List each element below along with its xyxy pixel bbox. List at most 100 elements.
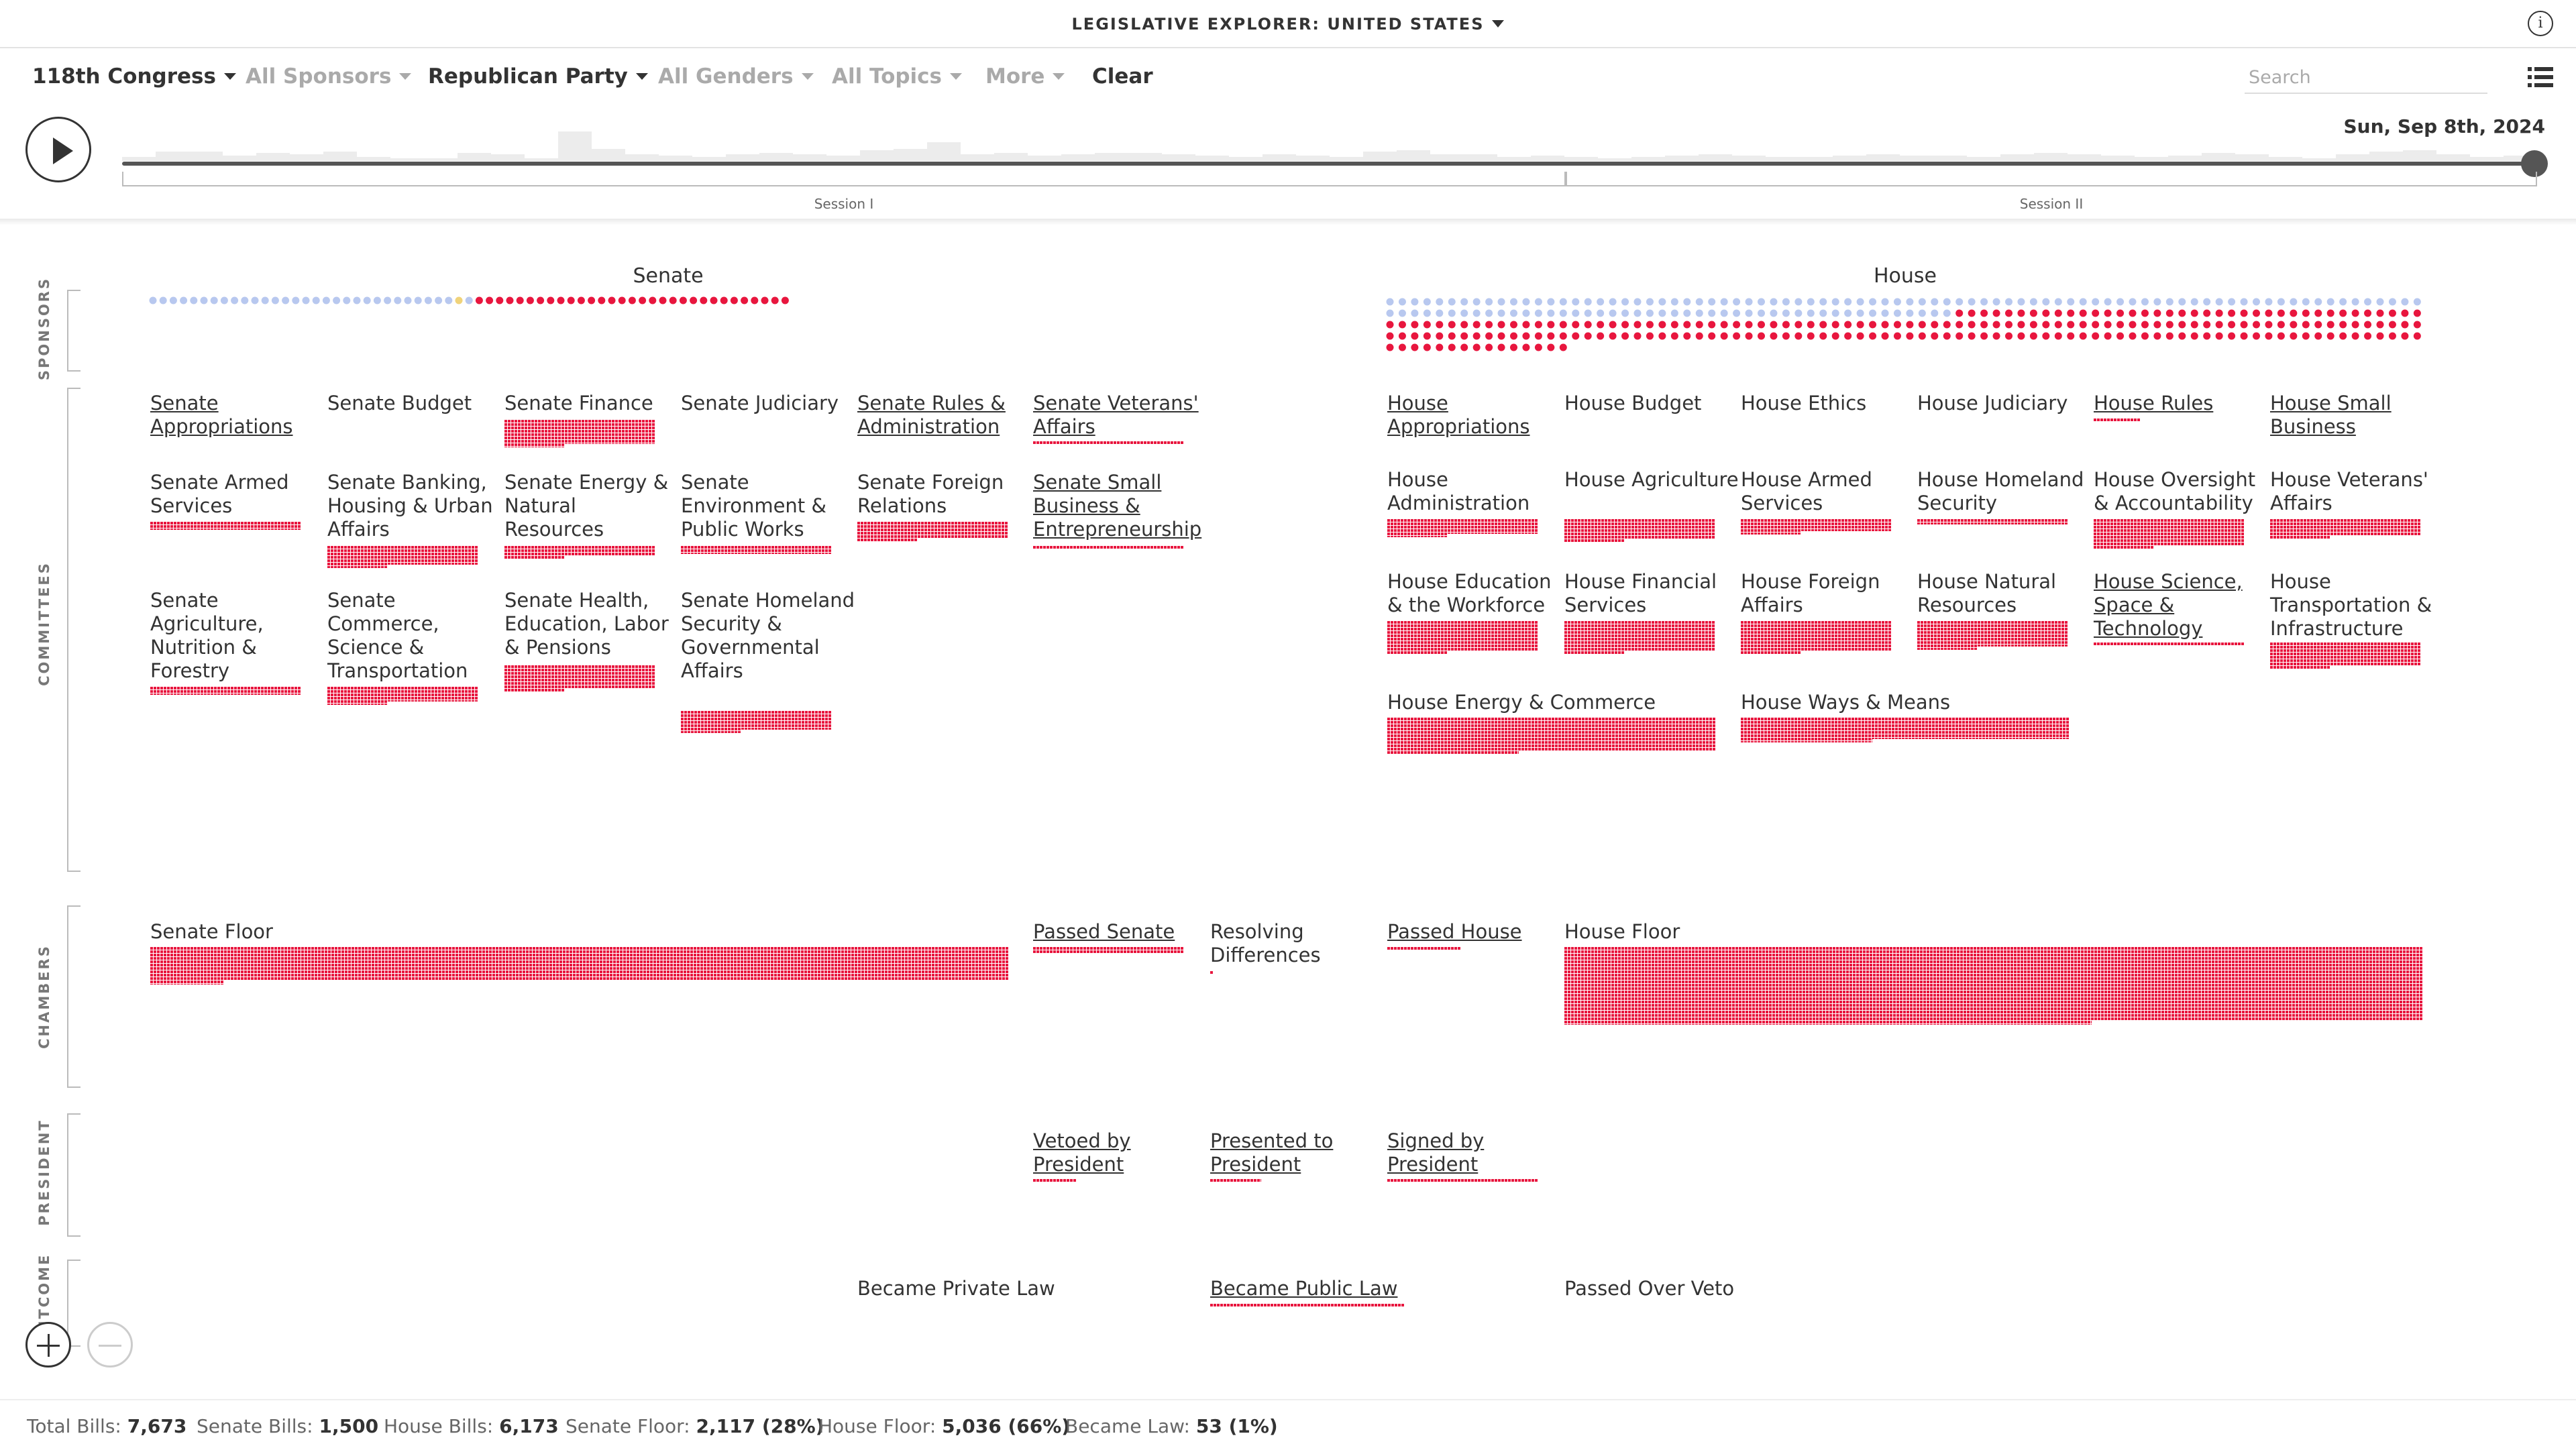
sponsor-dot[interactable]: [2326, 332, 2334, 340]
sponsor-dot[interactable]: [1893, 298, 1901, 306]
sponsor-dot[interactable]: [2042, 309, 2050, 317]
committee-house-judiciary[interactable]: House Judiciary: [1917, 392, 2068, 414]
sponsor-dot[interactable]: [2215, 332, 2223, 340]
sponsor-dot[interactable]: [2364, 298, 2372, 306]
sponsor-dot[interactable]: [1683, 298, 1691, 306]
sponsor-dot[interactable]: [2116, 321, 2125, 329]
sponsor-dot[interactable]: [2079, 298, 2087, 306]
list-icon[interactable]: [2528, 67, 2553, 87]
sponsor-dot[interactable]: [1695, 321, 1703, 329]
sponsor-dot[interactable]: [2178, 309, 2186, 317]
sponsor-dot[interactable]: [1497, 298, 1505, 306]
sponsor-dot[interactable]: [1943, 332, 1951, 340]
sponsor-dot[interactable]: [1522, 332, 1530, 340]
sponsor-dot[interactable]: [1497, 332, 1505, 340]
timeline-track[interactable]: [122, 162, 2537, 166]
clear-button[interactable]: Clear: [1092, 64, 1153, 89]
sponsor-dot[interactable]: [1386, 343, 1394, 351]
sponsor-dot[interactable]: [1633, 321, 1642, 329]
committee-house-ethics[interactable]: House Ethics: [1741, 392, 1867, 414]
sponsor-dot[interactable]: [1497, 309, 1505, 317]
sponsor-dot[interactable]: [1794, 332, 1803, 340]
sponsor-dot[interactable]: [2388, 298, 2396, 306]
sponsor-dot[interactable]: [506, 296, 514, 304]
sponsor-dot[interactable]: [2302, 321, 2310, 329]
sponsor-dot[interactable]: [322, 296, 330, 304]
sponsor-dot[interactable]: [2165, 332, 2174, 340]
sponsor-dot[interactable]: [2388, 332, 2396, 340]
sponsor-dot[interactable]: [1547, 321, 1555, 329]
sponsor-dot[interactable]: [1510, 321, 1517, 329]
sponsor-dot[interactable]: [1572, 309, 1580, 317]
sponsor-dot[interactable]: [1522, 309, 1530, 317]
committee-house-administration[interactable]: House Administration: [1387, 468, 1530, 514]
sponsor-dot[interactable]: [2178, 298, 2186, 306]
sponsor-dot[interactable]: [1472, 332, 1481, 340]
sponsor-dot[interactable]: [2326, 309, 2334, 317]
sponsor-dot[interactable]: [1621, 321, 1629, 329]
sponsor-dot[interactable]: [1745, 321, 1753, 329]
committee-house-rules[interactable]: House Rules: [2094, 392, 2214, 414]
sponsor-dot[interactable]: [302, 296, 310, 304]
sponsor-dot[interactable]: [1597, 332, 1605, 340]
sponsor-dot[interactable]: [2240, 298, 2248, 306]
sponsor-dot[interactable]: [1695, 298, 1703, 306]
sponsor-dot[interactable]: [2277, 309, 2285, 317]
sponsor-dot[interactable]: [1398, 321, 1406, 329]
sponsor-dot[interactable]: [1992, 298, 2000, 306]
sponsor-dot[interactable]: [1621, 298, 1629, 306]
sponsor-dot[interactable]: [2253, 332, 2260, 340]
committee-house-ways-and-means[interactable]: House Ways & Means: [1741, 691, 1951, 714]
sponsor-dot[interactable]: [2290, 309, 2298, 317]
sponsor-dot[interactable]: [1646, 332, 1654, 340]
sponsor-dot[interactable]: [781, 296, 789, 304]
sponsor-dot[interactable]: [1584, 321, 1592, 329]
sponsor-dot[interactable]: [1547, 343, 1555, 351]
sponsor-dot[interactable]: [1720, 298, 1728, 306]
sponsor-dot[interactable]: [1621, 332, 1629, 340]
sponsor-dot[interactable]: [435, 296, 443, 304]
sponsor-dot[interactable]: [1819, 309, 1827, 317]
sponsor-dot[interactable]: [2401, 298, 2409, 306]
sponsor-dot[interactable]: [2203, 298, 2211, 306]
sponsor-dot[interactable]: [2116, 309, 2125, 317]
sponsor-dot[interactable]: [1955, 321, 1964, 329]
sponsor-dot[interactable]: [2079, 321, 2087, 329]
sponsor-dot[interactable]: [1633, 332, 1642, 340]
sponsor-dot[interactable]: [465, 296, 473, 304]
sponsor-dot[interactable]: [526, 296, 534, 304]
sponsor-dot[interactable]: [1683, 309, 1691, 317]
sponsor-dot[interactable]: [2153, 332, 2161, 340]
sponsor-dot[interactable]: [2314, 309, 2322, 317]
sponsor-dot[interactable]: [1522, 343, 1530, 351]
sponsor-dot[interactable]: [2141, 321, 2149, 329]
sponsor-dot[interactable]: [1584, 298, 1592, 306]
sponsor-dot[interactable]: [1720, 321, 1728, 329]
sponsor-dot[interactable]: [1597, 321, 1605, 329]
sponsor-dot[interactable]: [1931, 298, 1939, 306]
sponsor-dot[interactable]: [2129, 309, 2137, 317]
sponsor-dot[interactable]: [2326, 321, 2334, 329]
committee-house-energy-and-commerce[interactable]: House Energy & Commerce: [1387, 691, 1656, 714]
sponsor-dot[interactable]: [537, 296, 545, 304]
sponsor-dot[interactable]: [1807, 309, 1815, 317]
sponsor-dot[interactable]: [1968, 309, 1976, 317]
sponsor-dot[interactable]: [261, 296, 269, 304]
sponsor-dot[interactable]: [1460, 309, 1468, 317]
sponsor-dot[interactable]: [2401, 321, 2409, 329]
sponsor-dot[interactable]: [2190, 332, 2198, 340]
sponsor-dot[interactable]: [333, 296, 341, 304]
sponsor-dot[interactable]: [2079, 309, 2087, 317]
sponsor-dot[interactable]: [1658, 332, 1666, 340]
sponsor-dot[interactable]: [1745, 298, 1753, 306]
committee-house-veterans-affairs[interactable]: House Veterans' Affairs: [2270, 468, 2428, 514]
sponsor-dot[interactable]: [180, 296, 188, 304]
sponsor-dot[interactable]: [2277, 298, 2285, 306]
play-button[interactable]: [25, 117, 91, 182]
sponsor-dot[interactable]: [1448, 309, 1456, 317]
sponsor-dot[interactable]: [1485, 298, 1493, 306]
sponsor-dot[interactable]: [1758, 332, 1765, 340]
sponsor-dot[interactable]: [1411, 343, 1419, 351]
sponsor-dot[interactable]: [1770, 332, 1778, 340]
sponsor-dot[interactable]: [690, 296, 698, 304]
